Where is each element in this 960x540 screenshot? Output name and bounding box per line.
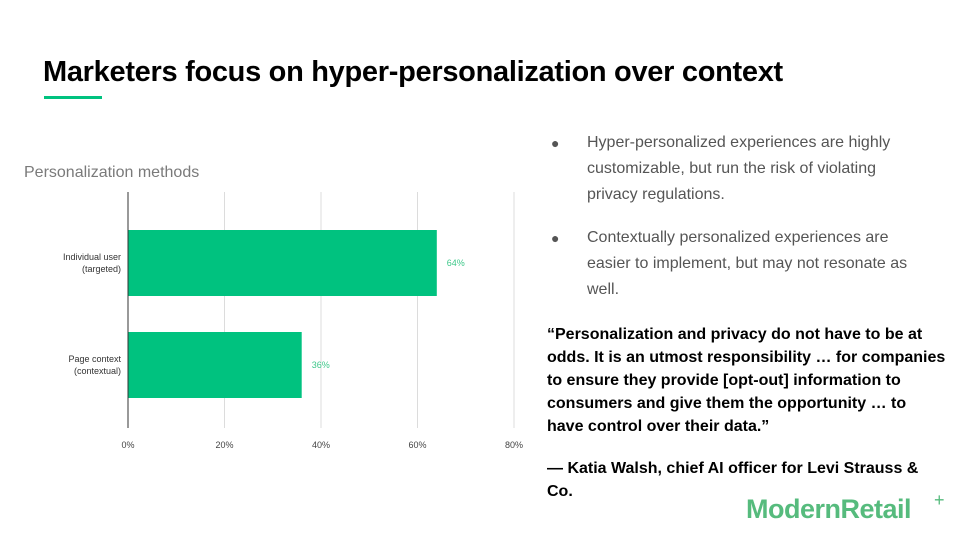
x-tick-label: 40% [312, 440, 330, 450]
quote-text: “Personalization and privacy do not have… [547, 326, 946, 435]
category-label: Page context [68, 354, 121, 364]
x-tick-label: 80% [505, 440, 523, 450]
chart-title: Personalization methods [24, 164, 199, 181]
bullet-item: ● Hyper-personalized experiences are hig… [551, 130, 931, 208]
bullet-item: ● Contextually personalized experiences … [551, 225, 931, 303]
plus-icon: + [934, 490, 945, 510]
category-label: (targeted) [82, 264, 121, 274]
title-underline [44, 96, 102, 99]
bullet-text: Contextually personalized experiences ar… [587, 229, 908, 298]
x-tick-label: 60% [408, 440, 426, 450]
modern-retail-logo: ModernRetail [746, 494, 912, 524]
bar [128, 230, 437, 296]
x-tick-label: 0% [121, 440, 134, 450]
bullet-list: ● Hyper-personalized experiences are hig… [551, 130, 931, 320]
category-label: Individual user [63, 252, 121, 262]
bar-chart: Personalization methods 0% 20% 40% 60% 80% 64… [24, 164, 523, 450]
chart-labels: 0% 20% 40% 60% 80% 64% Individual user (targete… [63, 252, 523, 450]
slide-title: Marketers focus on hyper-personalization… [43, 56, 783, 88]
chart-bars [128, 230, 437, 398]
x-tick-label: 20% [215, 440, 233, 450]
data-label: 36% [312, 360, 330, 370]
bar [128, 332, 302, 398]
bullet-text: Hyper-personalized experiences are highl… [587, 134, 891, 203]
category-label: (contextual) [74, 366, 121, 376]
bullet-icon: ● [551, 135, 560, 151]
bullet-icon: ● [551, 230, 560, 246]
data-label: 64% [447, 258, 465, 268]
quote-attribution: — Katia Walsh, chief AI officer for Levi… [547, 460, 919, 500]
